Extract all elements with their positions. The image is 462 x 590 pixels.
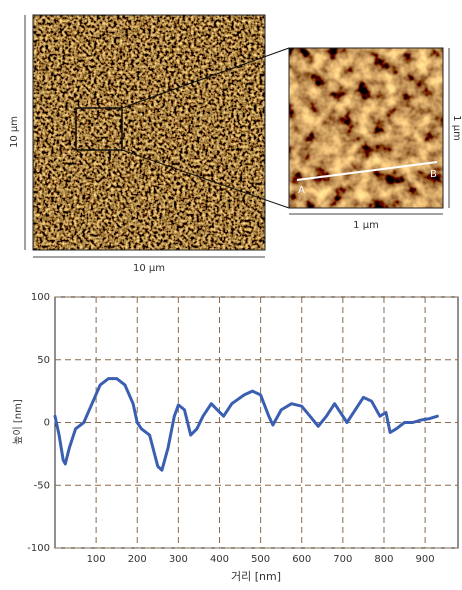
point-label: B bbox=[430, 169, 437, 180]
data-line bbox=[53, 377, 439, 472]
y-tick-label: 50 bbox=[37, 355, 50, 366]
x-tick-label: 800 bbox=[374, 554, 393, 565]
zoom-box bbox=[75, 107, 123, 151]
image-border bbox=[288, 47, 444, 209]
point-label: A bbox=[298, 185, 305, 196]
y-tick-label: -50 bbox=[34, 480, 50, 491]
image-border bbox=[32, 14, 266, 251]
x-tick-label: 400 bbox=[210, 554, 229, 565]
x-tick-label: 700 bbox=[333, 554, 352, 565]
zoom-connector bbox=[121, 149, 290, 209]
scale-label: 1 μm bbox=[353, 220, 379, 231]
x-axis-label: 거리 [nm] bbox=[231, 570, 281, 583]
x-tick-label: 100 bbox=[87, 554, 106, 565]
x-tick-label: 500 bbox=[251, 554, 270, 565]
afm-zoom-image bbox=[289, 48, 443, 208]
x-tick-label: 200 bbox=[128, 554, 147, 565]
x-tick-label: 300 bbox=[169, 554, 188, 565]
afm-overview-image bbox=[33, 15, 265, 250]
y-tick-label: -100 bbox=[27, 543, 50, 554]
y-tick-label: 100 bbox=[31, 292, 50, 303]
scale-label: 1 μm bbox=[451, 115, 462, 141]
scale-label: 10 μm bbox=[133, 263, 165, 274]
y-axis-label: 높이 [nm] bbox=[12, 399, 24, 445]
profile-line bbox=[296, 161, 438, 181]
scale-label: 10 μm bbox=[9, 116, 20, 148]
zoom-connector bbox=[121, 47, 290, 109]
x-tick-label: 900 bbox=[416, 554, 435, 565]
x-tick-label: 600 bbox=[292, 554, 311, 565]
y-tick-label: 0 bbox=[44, 418, 50, 429]
